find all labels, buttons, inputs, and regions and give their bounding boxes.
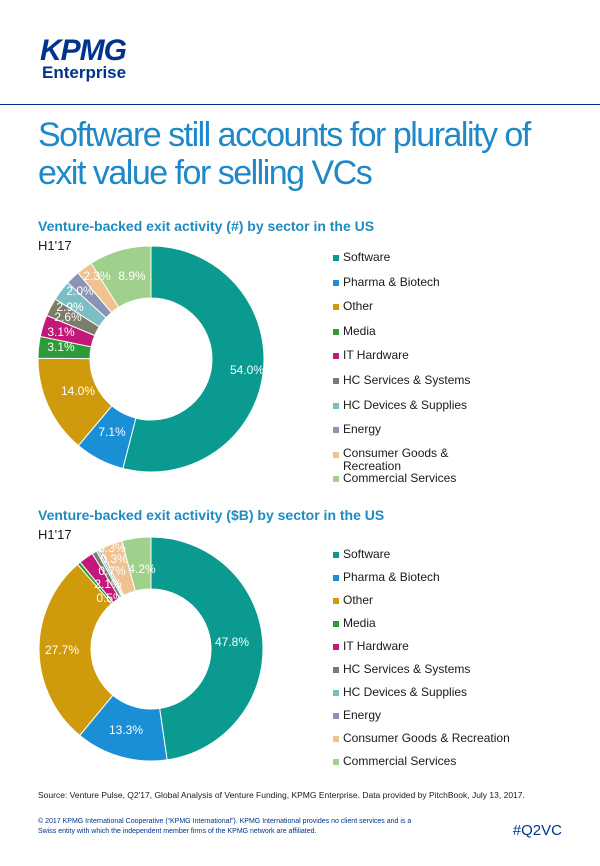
legend-label: Other bbox=[343, 299, 374, 314]
legend-swatch bbox=[333, 690, 339, 696]
legend-item-software: Software bbox=[333, 547, 523, 561]
page-headline: Software still accounts for plurality of… bbox=[38, 116, 531, 192]
data-label-commercial-services: 8.9% bbox=[118, 269, 146, 283]
chart1-title: Venture-backed exit activity (#) by sect… bbox=[38, 218, 375, 234]
legend-item-pharma-and-biotech: Pharma & Biotech bbox=[333, 275, 523, 289]
source-note: Source: Venture Pulse, Q2'17, Global Ana… bbox=[38, 790, 525, 800]
legend-label: HC Services & Systems bbox=[343, 373, 471, 387]
legend-label: Software bbox=[343, 250, 391, 264]
chart1-period: H1'17 bbox=[38, 238, 72, 253]
legend-label: Consumer Goods & Recreation bbox=[343, 445, 449, 473]
chart2-donut: 47.8% 13.3% 27.7% 0.5%2.1%0.7%0.3%3.3%4.2% bbox=[38, 536, 264, 762]
legend-item-it-hardware: IT Hardware bbox=[333, 348, 523, 362]
logo-wordmark: KPMG bbox=[40, 34, 127, 67]
legend-item-software: Software bbox=[333, 250, 523, 264]
legend-label: Consumer Goods & Recreation bbox=[343, 731, 510, 745]
legend-swatch bbox=[333, 476, 339, 483]
legend-item-hc-devices-and-supplies: HC Devices & Supplies bbox=[333, 398, 523, 412]
slice-other bbox=[38, 563, 114, 737]
legend-label: Pharma & Biotech bbox=[343, 274, 440, 289]
data-label-it-hardware: 2.1% bbox=[94, 577, 122, 591]
legend-swatch bbox=[333, 667, 339, 673]
legend-label: Energy bbox=[343, 708, 382, 722]
header-divider bbox=[0, 104, 600, 105]
legend-swatch bbox=[333, 353, 339, 360]
data-label-software: 47.8% bbox=[215, 635, 249, 649]
legend-swatch bbox=[333, 402, 339, 409]
legend-label: Software bbox=[343, 547, 391, 561]
legend-swatch bbox=[333, 552, 339, 558]
logo-subtitle: Enterprise bbox=[42, 63, 127, 82]
legend-item-energy: Energy bbox=[333, 422, 523, 436]
data-label-pharma-and-biotech: 13.3% bbox=[109, 723, 143, 737]
legend-swatch bbox=[333, 575, 339, 581]
legend-swatch bbox=[333, 621, 339, 627]
legend-label: IT Hardware bbox=[343, 348, 409, 363]
legend-label: Other bbox=[343, 593, 374, 607]
legend-swatch bbox=[333, 713, 339, 719]
hashtag: #Q2VC bbox=[512, 822, 562, 839]
legend-label: Energy bbox=[343, 422, 382, 437]
legend-swatch bbox=[333, 598, 339, 604]
legend-item-other: Other bbox=[333, 299, 523, 313]
legend-label: HC Services & Systems bbox=[343, 662, 471, 676]
data-label-hc-devices-and-supplies: 0.3% bbox=[100, 552, 128, 566]
legend-item-media: Media bbox=[333, 616, 523, 630]
data-label-other: 27.7% bbox=[45, 643, 79, 657]
legend-item-commercial-services: Commercial Services bbox=[333, 754, 523, 768]
legend-swatch bbox=[333, 255, 339, 261]
chart2-period: H1'17 bbox=[38, 527, 72, 542]
legend-item-consumer-goods-and-recreation: Consumer Goods & Recreation bbox=[333, 731, 523, 745]
legend-swatch bbox=[333, 279, 339, 286]
legend-swatch bbox=[333, 451, 339, 458]
legend-item-consumer-goods-and-recreation: Consumer Goods & Recreation bbox=[333, 445, 523, 473]
slice-commercial-services bbox=[121, 536, 152, 592]
copyright-footer: © 2017 KPMG International Cooperative (“… bbox=[38, 818, 412, 835]
legend-label: Media bbox=[343, 323, 376, 338]
data-label-media: 3.1% bbox=[47, 340, 75, 354]
legend-item-hc-services-and-systems: HC Services & Systems bbox=[333, 373, 523, 387]
legend-item-other: Other bbox=[333, 593, 523, 607]
data-label-hc-services-and-systems: 2.6% bbox=[54, 310, 82, 324]
chart1-donut: 54.0%7.1%14.0%3.1%3.1%2.6%2.9%2.0%2.3% 8.… bbox=[37, 245, 265, 473]
slice-commercial-services bbox=[90, 245, 152, 308]
slice-software bbox=[122, 245, 265, 473]
legend-swatch bbox=[333, 759, 339, 765]
legend-label: HC Devices & Supplies bbox=[343, 397, 468, 412]
data-label-software: 54.0% bbox=[230, 363, 264, 377]
data-label-energy: 2.0% bbox=[66, 284, 94, 298]
slice-software bbox=[150, 536, 264, 761]
data-label-pharma-and-biotech: 7.1% bbox=[98, 425, 126, 439]
legend-label: Media bbox=[343, 616, 376, 630]
data-label-consumer-goods-and-recreation: 2.3% bbox=[83, 269, 111, 283]
legend-item-hc-devices-and-supplies: HC Devices & Supplies bbox=[333, 685, 523, 699]
legend-item-pharma-and-biotech: Pharma & Biotech bbox=[333, 570, 523, 584]
legend-swatch bbox=[333, 736, 339, 742]
legend-label: Pharma & Biotech bbox=[343, 570, 440, 584]
data-label-commercial-services: 4.2% bbox=[128, 562, 156, 576]
data-label-consumer-goods-and-recreation: 3.3% bbox=[98, 541, 126, 555]
legend-item-media: Media bbox=[333, 324, 523, 338]
legend-item-energy: Energy bbox=[333, 708, 523, 722]
legend-swatch bbox=[333, 328, 339, 335]
legend-item-it-hardware: IT Hardware bbox=[333, 639, 523, 653]
legend-item-hc-services-and-systems: HC Services & Systems bbox=[333, 662, 523, 676]
legend-label: HC Devices & Supplies bbox=[343, 685, 468, 699]
data-label-hc-services-and-systems: 0.7% bbox=[98, 564, 126, 578]
legend-swatch bbox=[333, 427, 339, 434]
legend-swatch bbox=[333, 378, 339, 384]
data-label-it-hardware: 3.1% bbox=[47, 325, 75, 339]
data-label-other: 14.0% bbox=[61, 384, 95, 398]
chart2-title: Venture-backed exit activity ($B) by sec… bbox=[38, 507, 385, 523]
legend-item-commercial-services: Commercial Services bbox=[333, 471, 523, 485]
legend-swatch bbox=[333, 644, 339, 650]
data-label-hc-devices-and-supplies: 2.9% bbox=[56, 300, 84, 314]
legend-label: Commercial Services bbox=[343, 471, 457, 486]
legend-label: Commercial Services bbox=[343, 754, 457, 768]
legend-label: IT Hardware bbox=[343, 639, 409, 653]
legend-swatch bbox=[333, 304, 339, 311]
data-label-media: 0.5% bbox=[96, 591, 124, 605]
